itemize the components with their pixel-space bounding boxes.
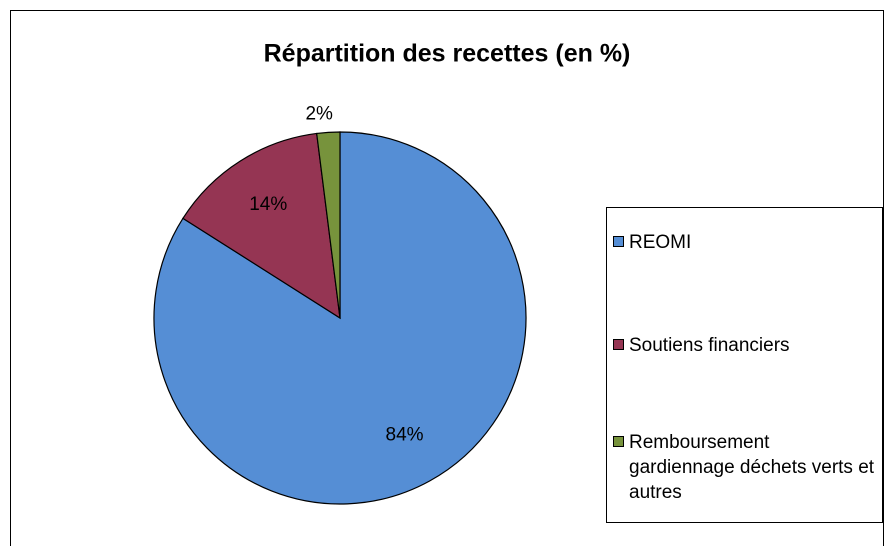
legend-item: REOMI bbox=[613, 230, 875, 255]
legend-label: REOMI bbox=[629, 232, 692, 253]
data-label: 84% bbox=[386, 424, 424, 445]
legend-item: Remboursement gardiennage déchets verts … bbox=[613, 430, 875, 505]
legend-swatch bbox=[613, 339, 624, 350]
legend-item: Soutiens financiers bbox=[613, 333, 875, 358]
legend-swatch bbox=[613, 436, 624, 447]
pie-slice bbox=[182, 132, 341, 320]
chart-title: Répartition des recettes (en %) bbox=[264, 40, 631, 68]
legend-swatch bbox=[613, 236, 624, 247]
legend-label: Soutiens financiers bbox=[629, 335, 790, 356]
data-label: 2% bbox=[305, 103, 333, 124]
legend: REOMI Soutiens financiers Remboursement ga… bbox=[606, 207, 883, 523]
legend-label: Remboursement gardiennage déchets verts … bbox=[629, 432, 875, 503]
pie-slice bbox=[316, 131, 341, 319]
data-label: 14% bbox=[249, 194, 287, 215]
